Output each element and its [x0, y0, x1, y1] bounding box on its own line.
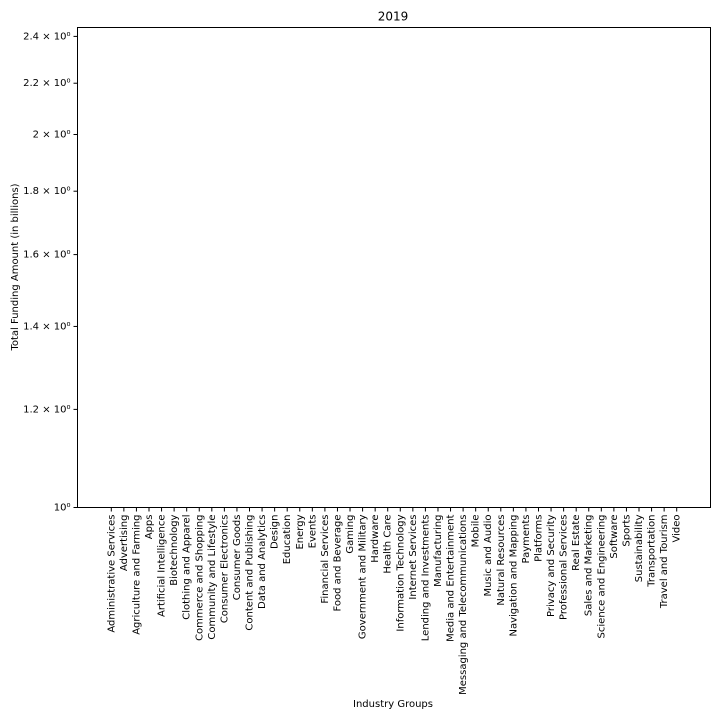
x-tick-label: Privacy and Security	[546, 514, 557, 617]
x-tick-label: Information Technology	[395, 514, 406, 631]
x-tick-label: Travel and Tourism	[659, 515, 670, 610]
x-tick-label: Payments	[521, 515, 532, 564]
x-tick-label: Software	[609, 515, 620, 559]
x-tick-label: Clothing and Apparel	[182, 515, 193, 620]
y-tick-label: 10⁰	[54, 503, 71, 514]
y-tick-label: 2.4 × 10⁰	[23, 31, 70, 42]
y-tick-label: 1.4 × 10⁰	[23, 321, 70, 332]
x-tick-label: Government and Military	[358, 514, 369, 639]
x-tick-label: Sustainability	[634, 514, 645, 582]
x-tick-label: Energy	[295, 514, 306, 549]
x-tick-label: Transportation	[647, 515, 658, 588]
x-tick-label: Media and Entertainment	[446, 514, 457, 641]
x-tick-label: Science and Engineering	[596, 515, 607, 639]
y-tick-label: 2.2 × 10⁰	[23, 78, 70, 89]
x-tick-label: Manufacturing	[433, 515, 444, 587]
x-tick-label: Community and Lifestyle	[207, 515, 218, 640]
x-tick-label: Internet Services	[408, 515, 419, 600]
x-tick-label: Consumer Goods	[232, 515, 243, 601]
x-tick-label: Messaging and Telecommunications	[458, 515, 469, 695]
x-tick-label: Biotechnology	[169, 514, 180, 585]
x-tick-label: Hardware	[370, 515, 381, 563]
x-axis-label: Industry Groups	[353, 699, 433, 710]
x-tick-label: Lending and Investments	[420, 515, 431, 642]
x-tick-label: Commerce and Shopping	[194, 515, 205, 641]
x-tick-label: Consumer Electronics	[219, 515, 230, 624]
x-tick-label: Agriculture and Farming	[131, 515, 142, 635]
x-tick-label: Gaming	[345, 515, 356, 554]
x-tick-label: Administrative Services	[106, 515, 117, 633]
x-tick-label: Natural Resources	[496, 515, 507, 606]
x-tick-label: Food and Beverage	[332, 515, 343, 612]
x-tick-label: Music and Audio	[483, 515, 494, 597]
x-tick-label: Platforms	[533, 515, 544, 562]
y-tick-label: 1.8 × 10⁰	[23, 186, 70, 197]
chart-title: 2019	[378, 10, 409, 24]
y-axis-label: Total Funding Amount (in billions)	[10, 183, 21, 351]
x-tick-label: Mobile	[471, 515, 482, 548]
x-tick-label: Education	[282, 515, 293, 565]
x-tick-label: Data and Analytics	[257, 515, 268, 609]
x-tick-label: Artificial Intelligence	[157, 515, 168, 618]
x-tick-label: Navigation and Mapping	[508, 515, 519, 637]
x-tick-label: Financial Services	[320, 515, 331, 604]
x-tick-label: Events	[307, 515, 318, 549]
y-tick-label: 2 × 10⁰	[33, 130, 71, 141]
x-tick-label: Real Estate	[571, 515, 582, 571]
x-tick-label: Apps	[144, 515, 155, 540]
y-tick-label: 1.6 × 10⁰	[23, 250, 70, 261]
x-tick-label: Advertising	[119, 515, 130, 572]
x-tick-label: Sales and Marketing	[584, 515, 595, 617]
x-tick-label: Sports	[621, 515, 632, 547]
x-tick-label: Health Care	[383, 515, 394, 574]
x-tick-label: Design	[270, 515, 281, 550]
plot-frame	[77, 27, 711, 508]
y-tick-label: 1.2 × 10⁰	[23, 404, 70, 415]
x-tick-label: Content and Publishing	[245, 515, 256, 631]
x-tick-label: Professional Services	[559, 515, 570, 620]
x-tick-label: Video	[672, 515, 683, 543]
